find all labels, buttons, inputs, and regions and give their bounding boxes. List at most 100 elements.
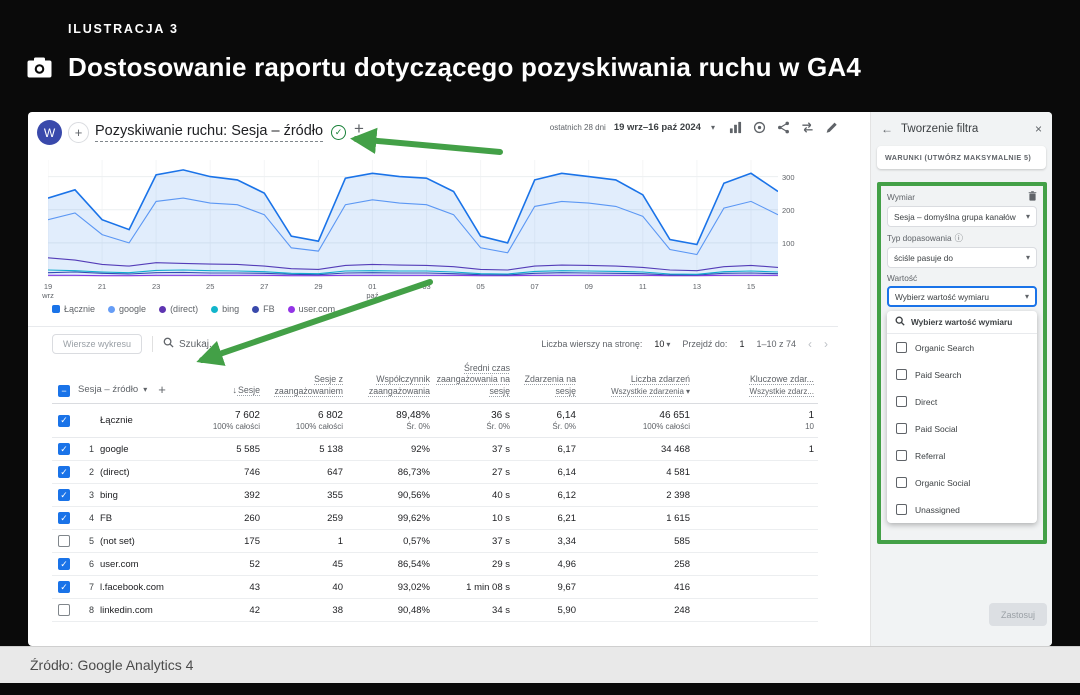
row-checkbox[interactable]: ✓ [58,489,70,501]
legend-label: user.com [298,304,336,314]
option-checkbox[interactable] [896,504,907,515]
row-value: 90,48% [397,604,430,616]
option-checkbox[interactable] [896,342,907,353]
next-page-icon[interactable]: › [824,337,828,351]
totals-cell: 89,48% Śr. 0% [396,410,430,431]
table-row-user.com[interactable]: ✓ 6 user.com 52 45 86,54% 29 s 4,96 258 [52,553,818,576]
add-dimension-button[interactable]: + [158,382,166,397]
column-header-wspolczynnik[interactable]: Współczynnik zaangażowania [368,374,430,396]
select-all-checkbox[interactable]: − [58,385,70,397]
chevron-down-icon: ▾ [1025,253,1030,262]
camera-icon [26,56,53,84]
row-value: 92% [410,443,430,455]
back-icon[interactable]: ← [881,122,893,136]
report-header-actions: ostatnich 28 dni 19 wrz–16 paź 2024 ▾ [528,121,838,134]
apply-filter-button[interactable]: Zastosuj [989,603,1047,626]
goto-input[interactable]: 1 [739,339,745,349]
chart-rows-button[interactable]: Wiersze wykresu [52,334,143,354]
table-header-row: − Sesja – źródło ▾ + ↓Sesje Sesje z zaan… [52,358,818,404]
row-value: 258 [674,558,690,570]
table-row-bing[interactable]: ✓ 3 bing 392 355 90,56% 40 s 6,12 2 398 [52,484,818,507]
value-search[interactable]: Wybierz wartość wymiaru [887,311,1037,334]
column-header-kluczowe[interactable]: Kluczowe zdar... Wszystkie zdarz... [749,374,814,396]
legend-item-user.com[interactable]: user.com [287,304,336,314]
option-label: Organic Search [915,342,975,353]
table-search[interactable] [163,335,270,353]
row-value: 4 581 [666,466,690,478]
legend-item-google[interactable]: google [108,304,146,314]
legend-item-Łącznie[interactable]: Łącznie [52,304,95,314]
filter-option-referral[interactable]: Referral [887,442,1037,469]
dimension-select[interactable]: Sesja – domyślna grupa kanałów ▾ [887,206,1037,227]
row-checkbox[interactable]: ✓ [58,466,70,478]
row-value: 259 [327,512,343,524]
legend-item-bing[interactable]: bing [211,304,239,314]
prev-page-icon[interactable]: ‹ [808,337,812,351]
close-icon[interactable]: × [1034,122,1042,136]
match-type-select[interactable]: ściśle pasuje do ▾ [887,247,1037,268]
dimension-header[interactable]: Sesja – źródło ▾ + [78,382,198,397]
filter-option-direct[interactable]: Direct [887,388,1037,415]
column-header-sesje-zaang[interactable]: Sesje z zaangażowaniem [274,374,343,396]
legend-item-(direct)[interactable]: (direct) [159,304,198,314]
row-checkbox[interactable] [58,535,70,547]
row-value: 260 [244,512,260,524]
column-header-zdarzenia[interactable]: Zdarzenia na sesję [524,374,576,396]
legend-item-FB[interactable]: FB [252,304,275,314]
filter-option-paid-social[interactable]: Paid Social [887,415,1037,442]
table-row-FB[interactable]: ✓ 4 FB 260 259 99,62% 10 s 6,21 1 615 [52,507,818,530]
legend-label: FB [263,304,275,314]
row-source: user.com [100,558,139,570]
table-row-linkedin.com[interactable]: 8 linkedin.com 42 38 90,48% 34 s 5,90 248 [52,599,818,622]
table-row-(direct)[interactable]: ✓ 2 (direct) 746 647 86,73% 27 s 6,14 4 581 [52,461,818,484]
saved-check-icon[interactable]: ✓ [331,125,346,140]
column-header-sredni-czas[interactable]: Średni czas zaangażowania na sesję [436,362,510,396]
option-checkbox[interactable] [896,396,907,407]
filter-option-paid-search[interactable]: Paid Search [887,361,1037,388]
row-checkbox[interactable]: ✓ [58,443,70,455]
trash-icon[interactable] [1028,191,1037,203]
row-value: 585 [674,535,690,547]
value-select[interactable]: Wybierz wartość wymiaru ▾ [887,286,1037,307]
y-axis-tick: 100 [782,238,795,248]
row-checkbox[interactable]: ✓ [58,581,70,593]
row-value: 27 s [492,466,510,478]
share-icon[interactable] [777,121,790,134]
table-row-(not set)[interactable]: 5 (not set) 175 1 0,57% 37 s 3,34 585 [52,530,818,553]
option-checkbox[interactable] [896,423,907,434]
chevron-down-icon: ▾ [1025,212,1030,221]
filter-option-organic-social[interactable]: Organic Social [887,469,1037,496]
legend-label: (direct) [170,304,199,314]
table-row-google[interactable]: ✓ 1 google 5 585 5 138 92% 37 s 6,17 34 468 1 [52,438,818,461]
filter-option-unassigned[interactable]: Unassigned [887,496,1037,523]
column-header-sesje[interactable]: ↓Sesje [232,385,260,396]
option-checkbox[interactable] [896,477,907,488]
avatar[interactable]: W [37,120,62,145]
row-number: 1 [88,444,94,454]
totals-checkbox[interactable]: ✓ [58,414,70,427]
filter-option-organic-search[interactable]: Organic Search [887,334,1037,361]
row-value: 6,14 [557,466,577,478]
option-checkbox[interactable] [896,369,907,380]
rows-per-page-select[interactable]: 10 ▾ [654,339,671,349]
table-row-l.facebook.com[interactable]: ✓ 7 l.facebook.com 43 40 93,02% 1 min 08 s 9,67… [52,576,818,599]
pagination-range: 1–10 z 74 [756,339,796,349]
add-report-tab-button[interactable]: + [354,119,364,138]
insights-icon[interactable] [753,121,766,134]
row-checkbox[interactable]: ✓ [58,558,70,570]
pagination-controls: Liczba wierszy na stronę: 10 ▾ Przejdź do… [541,337,828,351]
column-header-liczba-zdarzen[interactable]: Liczba zdarzeń Wszystkie zdarzenia ▾ [611,374,690,396]
row-value: 40 s [492,489,510,501]
chart-view-icon[interactable] [729,121,742,134]
search-input[interactable] [179,338,270,350]
report-title[interactable]: Pozyskiwanie ruchu: Sesja – źródło [95,123,324,142]
row-value: 1 [337,535,343,547]
compare-icon[interactable] [801,121,814,134]
date-range-picker[interactable]: 19 wrz–16 paź 2024 [613,122,701,133]
edit-icon[interactable] [825,121,838,134]
add-comparison-button[interactable]: + [68,122,89,143]
row-value: 0,57% [403,535,430,547]
row-checkbox[interactable] [58,604,70,616]
row-checkbox[interactable]: ✓ [58,512,70,524]
option-checkbox[interactable] [896,450,907,461]
